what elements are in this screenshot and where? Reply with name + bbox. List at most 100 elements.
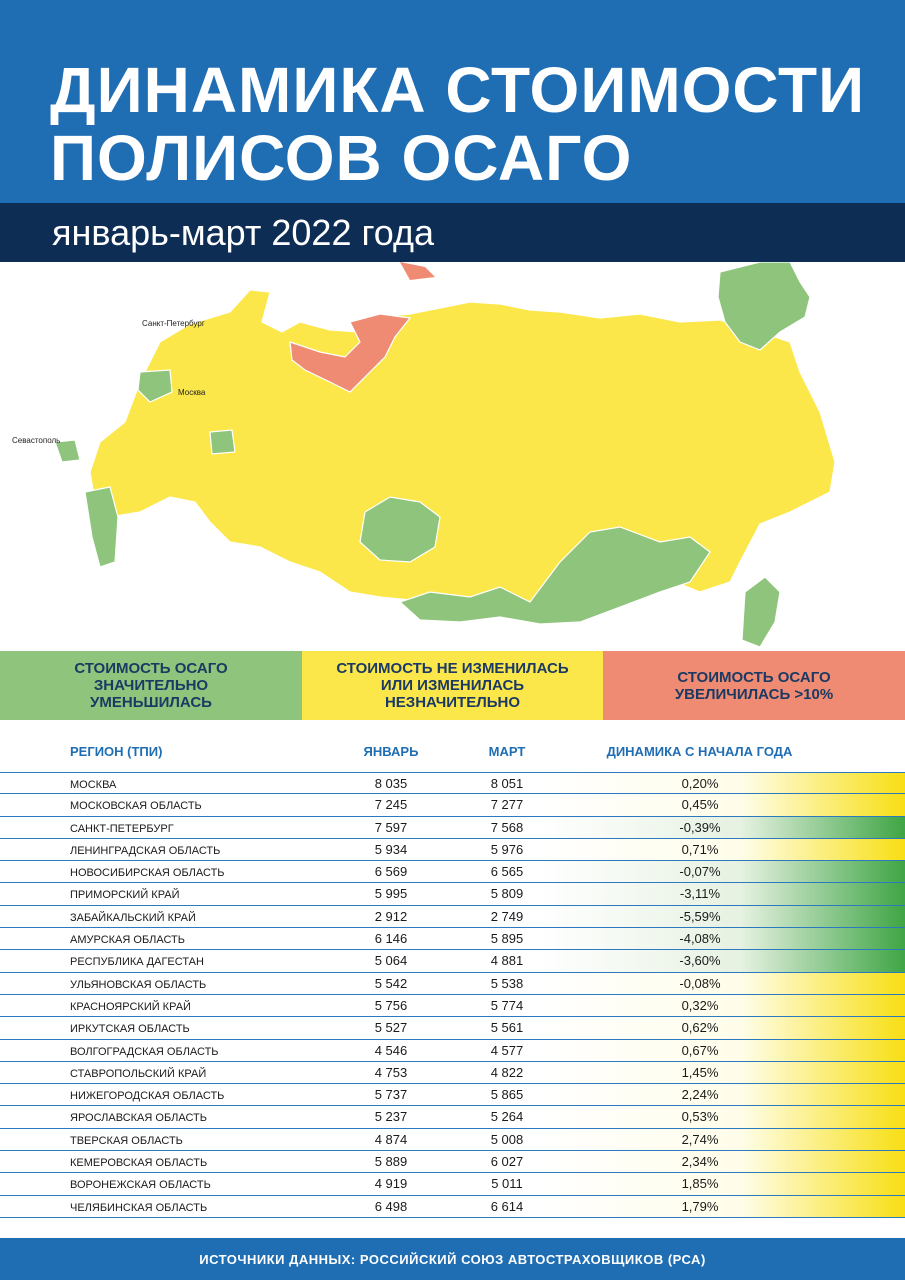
- table-row: ПРИМОРСКИЙ КРАЙ 5 995 5 809 -3,11%: [0, 883, 905, 906]
- row-region: МОСКВА: [70, 779, 117, 791]
- row-march: 5 538: [490, 975, 524, 991]
- row-dynamics: 1,79%: [681, 1198, 719, 1214]
- row-january: 5 527: [374, 1020, 408, 1036]
- legend-increased: СТОИМОСТЬ ОСАГО УВЕЛИЧИЛАСЬ >10%: [603, 651, 905, 720]
- table-row: УЛЬЯНОВСКАЯ ОБЛАСТЬ 5 542 5 538 -0,08%: [0, 972, 905, 995]
- dynamics-gradient: [540, 928, 905, 950]
- dynamics-gradient: [540, 1173, 905, 1195]
- dynamics-gradient: [540, 883, 905, 905]
- dynamics-gradient: [540, 1084, 905, 1106]
- row-dynamics: 1,45%: [681, 1064, 719, 1080]
- dynamics-gradient: [540, 1017, 905, 1039]
- row-dynamics: 0,67%: [681, 1042, 719, 1058]
- page-title: ДИНАМИКА СТОИМОСТИ ПОЛИСОВ ОСАГО: [50, 56, 890, 192]
- row-dynamics: -0,07%: [679, 864, 721, 880]
- row-march: 8 051: [490, 776, 524, 791]
- row-dynamics: 2,74%: [681, 1131, 719, 1147]
- map-label-sevastopol: Севастополь: [12, 436, 60, 445]
- row-dynamics: 0,62%: [681, 1020, 719, 1036]
- row-region: ТВЕРСКАЯ ОБЛАСТЬ: [70, 1134, 183, 1147]
- map-region-chukotka: [717, 262, 811, 351]
- row-region: САНКТ-ПЕТЕРБУРГ: [70, 822, 174, 835]
- row-january: 5 737: [374, 1087, 408, 1103]
- row-january: 5 237: [374, 1109, 408, 1125]
- row-march: 5 976: [490, 841, 524, 857]
- row-march: 7 568: [490, 819, 524, 835]
- row-march: 6 565: [490, 864, 524, 880]
- row-region: ЗАБАЙКАЛЬСКИЙ КРАЙ: [70, 911, 196, 924]
- header-region: РЕГИОН (ТПИ): [70, 744, 163, 759]
- dynamics-gradient: [540, 1151, 905, 1173]
- row-january: 5 934: [374, 841, 408, 857]
- row-march: 5 865: [490, 1087, 524, 1103]
- row-dynamics: 0,45%: [681, 797, 719, 813]
- row-region: КЕМЕРОВСКАЯ ОБЛАСТЬ: [70, 1157, 208, 1170]
- row-march: 6 027: [490, 1154, 524, 1170]
- table-row: ВОРОНЕЖСКАЯ ОБЛАСТЬ 4 919 5 011 1,85%: [0, 1173, 905, 1196]
- row-january: 4 546: [374, 1042, 408, 1058]
- table-row: ЧЕЛЯБИНСКАЯ ОБЛАСТЬ 6 498 6 614 1,79%: [0, 1195, 905, 1218]
- table-row: РЕСПУБЛИКА ДАГЕСТАН 5 064 4 881 -3,60%: [0, 950, 905, 973]
- dynamics-gradient: [540, 972, 905, 994]
- row-march: 5 008: [490, 1131, 524, 1147]
- row-january: 5 756: [374, 997, 408, 1013]
- row-region: НОВОСИБИРСКАЯ ОБЛАСТЬ: [70, 867, 225, 880]
- legend-unchanged: СТОИМОСТЬ НЕ ИЗМЕНИЛАСЬ ИЛИ ИЗМЕНИЛАСЬ Н…: [302, 651, 603, 720]
- header-march: МАРТ: [488, 744, 526, 759]
- header-january: ЯНВАРЬ: [363, 744, 419, 759]
- row-region: ЧЕЛЯБИНСКАЯ ОБЛАСТЬ: [70, 1201, 208, 1214]
- row-region: СТАВРОПОЛЬСКИЙ КРАЙ: [70, 1067, 207, 1080]
- dynamics-gradient: [540, 838, 905, 861]
- russia-map: Санкт-Петербург Москва Севастополь: [12, 262, 836, 648]
- header-banner: [0, 0, 905, 203]
- row-march: 2 749: [490, 908, 524, 924]
- row-region: ПРИМОРСКИЙ КРАЙ: [70, 889, 180, 902]
- row-january: 5 995: [374, 886, 408, 902]
- row-january: 6 146: [374, 931, 408, 947]
- table-row: КРАСНОЯРСКИЙ КРАЙ 5 756 5 774 0,32%: [0, 994, 905, 1018]
- row-dynamics: 0,53%: [681, 1109, 719, 1125]
- dynamics-gradient: [540, 816, 905, 838]
- map-region-main: [89, 289, 836, 608]
- row-january: 4 753: [374, 1064, 408, 1080]
- table-row: САНКТ-ПЕТЕРБУРГ 7 597 7 568 -0,39%: [0, 816, 905, 839]
- map-region-arctic-increase: [289, 313, 412, 393]
- header-dynamics: ДИНАМИКА С НАЧАЛА ГОДА: [606, 744, 793, 759]
- table-row: НИЖЕГОРОДСКАЯ ОБЛАСТЬ 5 737 5 865 2,24%: [0, 1084, 905, 1107]
- subtitle: январь-март 2022 года: [52, 212, 435, 253]
- map-region-novgorod: [209, 429, 236, 455]
- table-row: МОСКВА 8 035 8 051 0,20%: [0, 772, 905, 795]
- row-dynamics: -3,60%: [679, 953, 721, 969]
- table-row: КЕМЕРОВСКАЯ ОБЛАСТЬ 5 889 6 027 2,34%: [0, 1151, 905, 1174]
- row-january: 8 035: [374, 776, 408, 791]
- row-january: 2 912: [374, 908, 408, 924]
- subtitle-bar: [0, 203, 905, 262]
- row-dynamics: -5,59%: [679, 908, 721, 924]
- row-march: 4 822: [490, 1064, 524, 1080]
- row-march: 5 774: [490, 997, 524, 1013]
- dynamics-gradient: [540, 861, 905, 883]
- table-row: ЗАБАЙКАЛЬСКИЙ КРАЙ 2 912 2 749 -5,59%: [0, 905, 905, 929]
- row-region: РЕСПУБЛИКА ДАГЕСТАН: [70, 956, 204, 969]
- table-row: ЛЕНИНГРАДСКАЯ ОБЛАСТЬ 5 934 5 976 0,71%: [0, 838, 905, 862]
- row-dynamics: -3,11%: [679, 886, 721, 902]
- row-dynamics: 0,71%: [681, 841, 719, 857]
- row-march: 5 561: [490, 1020, 524, 1036]
- map-region-south-siberia: [398, 526, 711, 625]
- row-dynamics: 1,85%: [681, 1176, 719, 1192]
- dynamics-gradient: [540, 1195, 905, 1217]
- row-march: 5 011: [491, 1176, 523, 1192]
- row-dynamics: -4,08%: [679, 931, 721, 947]
- title-line-1: ДИНАМИКА СТОИМОСТИ: [50, 54, 866, 126]
- dynamics-gradient: [540, 950, 905, 972]
- row-march: 6 614: [490, 1198, 524, 1214]
- table-row: ИРКУТСКАЯ ОБЛАСТЬ 5 527 5 561 0,62%: [0, 1017, 905, 1040]
- table-row: СТАВРОПОЛЬСКИЙ КРАЙ 4 753 4 822 1,45%: [0, 1061, 905, 1085]
- row-january: 7 245: [374, 797, 408, 813]
- row-january: 6 569: [374, 864, 408, 880]
- map-label-moscow: Москва: [178, 388, 206, 397]
- row-january: 6 498: [374, 1198, 408, 1214]
- row-region: ЯРОСЛАВСКАЯ ОБЛАСТЬ: [70, 1112, 207, 1125]
- table-row: АМУРСКАЯ ОБЛАСТЬ 6 146 5 895 -4,08%: [0, 928, 905, 951]
- map-region-spb: [137, 369, 173, 403]
